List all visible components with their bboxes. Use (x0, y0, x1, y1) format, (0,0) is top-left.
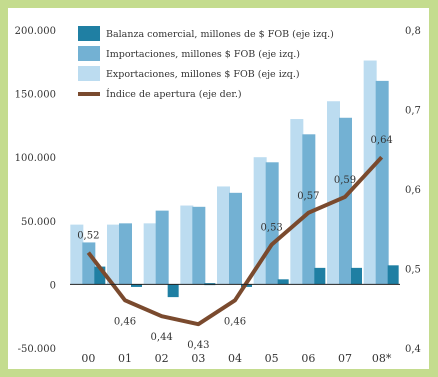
left-tick-label: -50.000 (18, 344, 56, 355)
legend: Balanza comercial, millones de $ FOB (ej… (78, 26, 334, 100)
data-label-02: 0,44 (151, 332, 173, 343)
combo-chart: 0,52 0,46 0,44 0,43 0,46 0,53 0,57 0,59 0,64 -50… (15, 26, 421, 365)
legend-swatch (78, 66, 100, 81)
data-label-03: 0,43 (187, 340, 209, 351)
legend-label: Exportaciones, millones $ FOB (eje izq.) (106, 69, 300, 80)
x-tick-label-07: 07 (338, 352, 352, 365)
bar-importaciones-06 (302, 134, 316, 285)
bar-importaciones-02 (155, 210, 169, 285)
bar-importaciones-05 (265, 162, 279, 285)
bar-exportaciones-00 (70, 224, 84, 285)
chart-panel: 0,52 0,46 0,44 0,43 0,46 0,53 0,57 0,59 0,64 -50… (8, 8, 429, 369)
data-label-layer: 0,52 0,46 0,44 0,43 0,46 0,53 0,57 0,59 0,64 (77, 135, 393, 351)
right-tick-label: 0,8 (405, 26, 421, 37)
bar-balanza-02 (167, 284, 179, 298)
x-tick-label-02: 02 (155, 352, 169, 365)
x-tick-label-06: 06 (301, 352, 315, 365)
data-label-00: 0,52 (77, 231, 99, 242)
bar-exportaciones-01 (107, 224, 120, 285)
right-tick-label: 0,7 (405, 106, 421, 117)
bar-balanza-06 (314, 267, 326, 285)
data-label-08*: 0,64 (371, 135, 393, 146)
left-tick-label: 50.000 (21, 217, 56, 228)
line-indice-apertura (86, 155, 384, 327)
x-tick-label-05: 05 (265, 352, 279, 365)
bar-exportaciones-02 (143, 223, 157, 285)
bar-balanza-00 (94, 266, 106, 285)
x-tick-label-00: 00 (81, 352, 95, 365)
bar-balanza-05 (277, 279, 289, 285)
right-tick-label: 0,4 (405, 344, 421, 355)
legend-swatch (78, 26, 100, 41)
legend-swatch (78, 46, 100, 61)
axis-layer: -50.000050.000100.000150.000200.0000,40,… (15, 26, 421, 365)
legend-label: Índice de apertura (eje der.) (106, 88, 242, 100)
bar-importaciones-07 (339, 117, 352, 285)
data-label-04: 0,46 (224, 316, 246, 327)
left-tick-label: 100.000 (15, 153, 56, 164)
bar-exportaciones-06 (290, 119, 304, 285)
bar-balanza-01 (131, 284, 142, 287)
bar-importaciones-08* (375, 80, 389, 285)
bar-exportaciones-05 (253, 157, 267, 285)
bar-exportaciones-03 (180, 205, 194, 285)
bar-importaciones-00 (82, 242, 96, 285)
bar-exportaciones-07 (327, 101, 340, 285)
legend-label: Importaciones, millones $ FOB (eje izq.) (106, 49, 300, 60)
x-tick-label-08*: 08* (372, 352, 392, 365)
left-tick-label: 150.000 (15, 90, 56, 101)
right-tick-label: 0,5 (405, 265, 421, 276)
bar-exportaciones-04 (217, 186, 230, 285)
data-label-06: 0,57 (297, 191, 319, 202)
legend-label: Balanza comercial, millones de $ FOB (ej… (106, 29, 334, 40)
line-layer (86, 155, 384, 327)
bar-importaciones-03 (192, 206, 206, 285)
data-label-05: 0,53 (261, 223, 283, 234)
bar-balanza-08* (387, 265, 399, 285)
x-tick-label-04: 04 (228, 352, 242, 365)
bar-balanza-07 (351, 267, 362, 285)
x-tick-label-01: 01 (118, 352, 132, 365)
data-label-01: 0,46 (114, 316, 136, 327)
bar-importaciones-01 (119, 223, 132, 285)
bar-layer (70, 60, 399, 298)
bar-importaciones-04 (229, 192, 242, 285)
data-label-07: 0,59 (334, 175, 356, 186)
left-tick-label: 0 (50, 280, 56, 291)
x-tick-label-03: 03 (191, 352, 205, 365)
left-tick-label: 200.000 (15, 26, 56, 37)
right-tick-label: 0,6 (405, 185, 421, 196)
